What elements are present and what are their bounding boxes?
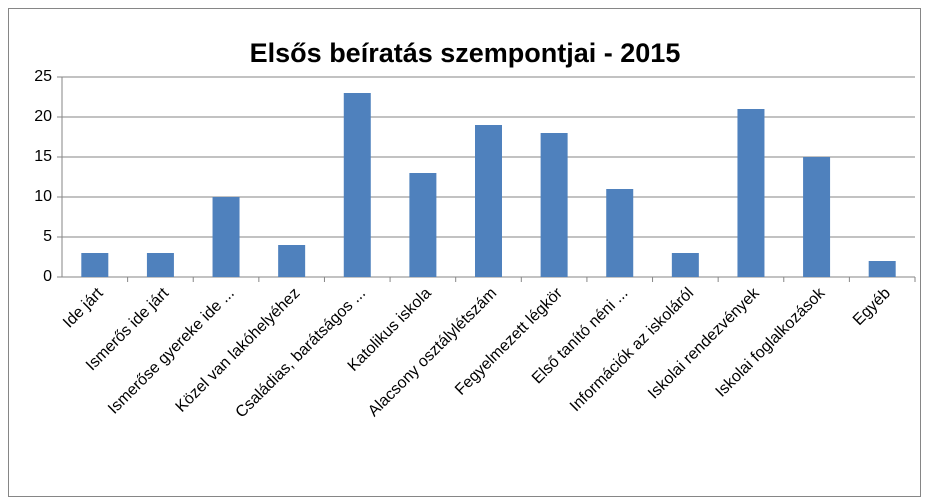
bar (540, 133, 568, 277)
y-tick-label: 25 (34, 68, 52, 85)
bar (606, 189, 634, 277)
bar (737, 109, 765, 277)
bar (146, 253, 174, 277)
bar (81, 253, 109, 277)
bar (868, 261, 896, 277)
chart-border (8, 8, 921, 497)
bar (212, 197, 240, 277)
bar (671, 253, 699, 277)
y-tick-label: 5 (43, 228, 52, 245)
chart-title: Elsős beíratás szempontjai - 2015 (250, 38, 681, 68)
y-tick-label: 15 (34, 148, 52, 165)
bar (803, 157, 831, 277)
bar (475, 125, 502, 277)
bar (343, 93, 371, 277)
y-tick-label: 0 (43, 268, 52, 285)
bar (409, 173, 437, 277)
bar (278, 245, 306, 277)
y-tick-label: 10 (34, 188, 52, 205)
y-tick-label: 20 (34, 108, 52, 125)
